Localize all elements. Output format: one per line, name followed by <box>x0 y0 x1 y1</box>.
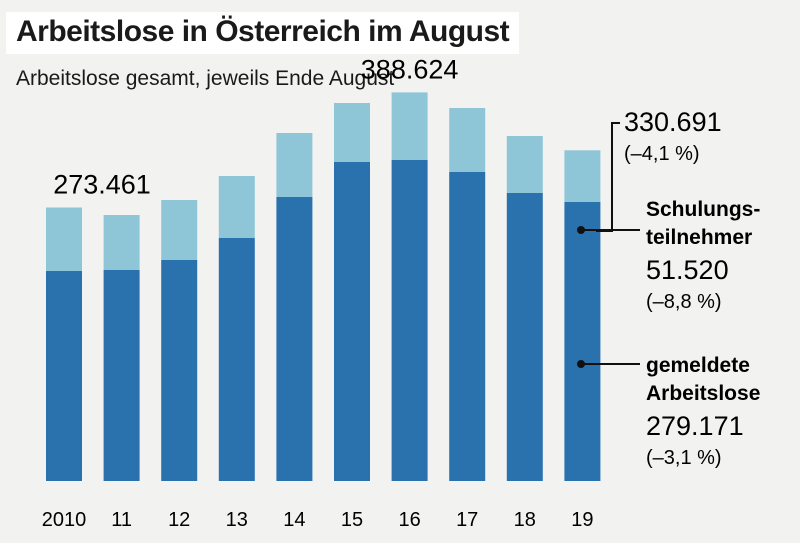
bar-arbeitslose-14 <box>276 197 313 481</box>
bar-arbeitslose-13 <box>218 238 255 481</box>
bar-arbeitslose-16 <box>391 160 428 481</box>
legend-arbeitslose-label-2: Arbeitslose <box>646 382 760 405</box>
schulung-marker-dot <box>577 226 585 234</box>
bar-schulung-14 <box>276 133 313 197</box>
legend-arbeitslose-change: (–3,1 %) <box>646 447 722 469</box>
bar-schulung-11 <box>103 215 140 270</box>
x-tick-label-15: 15 <box>341 509 363 531</box>
legend-schulung-label-2: teilnehmer <box>646 226 752 249</box>
legend-callouts: 330.691 (–4,1 %) Schulungs- teilnehmer 5… <box>577 107 760 469</box>
x-tick-label-2010: 2010 <box>42 509 87 531</box>
bars-group <box>46 92 601 482</box>
bar-arbeitslose-17 <box>449 172 486 481</box>
bar-schulung-12 <box>161 200 198 260</box>
legend-schulung-label-1: Schulungs- <box>646 198 760 221</box>
bar-annotations: 273.461 388.624 <box>53 54 458 199</box>
bar-schulung-17 <box>449 108 486 172</box>
legend-total-change: (–4,1 %) <box>624 143 700 165</box>
bar-schulung-18 <box>506 136 543 193</box>
x-tick-label-18: 18 <box>514 509 536 531</box>
x-tick-label-11: 11 <box>111 509 132 531</box>
x-tick-label-19: 19 <box>571 509 593 531</box>
bar-arbeitslose-2010 <box>46 271 82 481</box>
legend-schulung-change: (–8,8 %) <box>646 291 722 313</box>
annotation-total-2010: 273.461 <box>53 170 151 200</box>
bar-schulung-15 <box>334 103 370 162</box>
bar-schulung-16 <box>391 92 428 160</box>
x-tick-label-16: 16 <box>398 509 420 531</box>
bar-schulung-19 <box>564 150 601 202</box>
x-tick-label-13: 13 <box>226 509 248 531</box>
legend-total-value: 330.691 <box>624 107 722 137</box>
chart-subtitle: Arbeitslose gesamt, jeweils Ende August <box>16 67 395 90</box>
legend-arbeitslose-value: 279.171 <box>646 411 744 441</box>
arbeitslose-marker-dot <box>577 360 585 368</box>
x-tick-label-12: 12 <box>168 509 190 531</box>
bar-arbeitslose-12 <box>161 260 198 481</box>
bar-arbeitslose-19 <box>564 201 601 482</box>
x-tick-label-17: 17 <box>456 509 478 531</box>
bar-arbeitslose-11 <box>103 270 140 481</box>
x-tick-labels: 2010 11 12 13 14 15 16 17 18 19 <box>42 509 594 531</box>
chart-title: Arbeitslose in Österreich im August <box>6 12 520 54</box>
legend-schulung-value: 51.520 <box>646 255 729 285</box>
annotation-total-16: 388.624 <box>361 54 459 84</box>
bar-arbeitslose-15 <box>334 162 370 481</box>
bar-schulung-2010 <box>46 207 82 271</box>
legend-arbeitslose-label-1: gemeldete <box>646 354 750 377</box>
x-tick-label-14: 14 <box>283 509 305 531</box>
bar-arbeitslose-18 <box>506 193 543 481</box>
bar-schulung-13 <box>218 176 255 238</box>
